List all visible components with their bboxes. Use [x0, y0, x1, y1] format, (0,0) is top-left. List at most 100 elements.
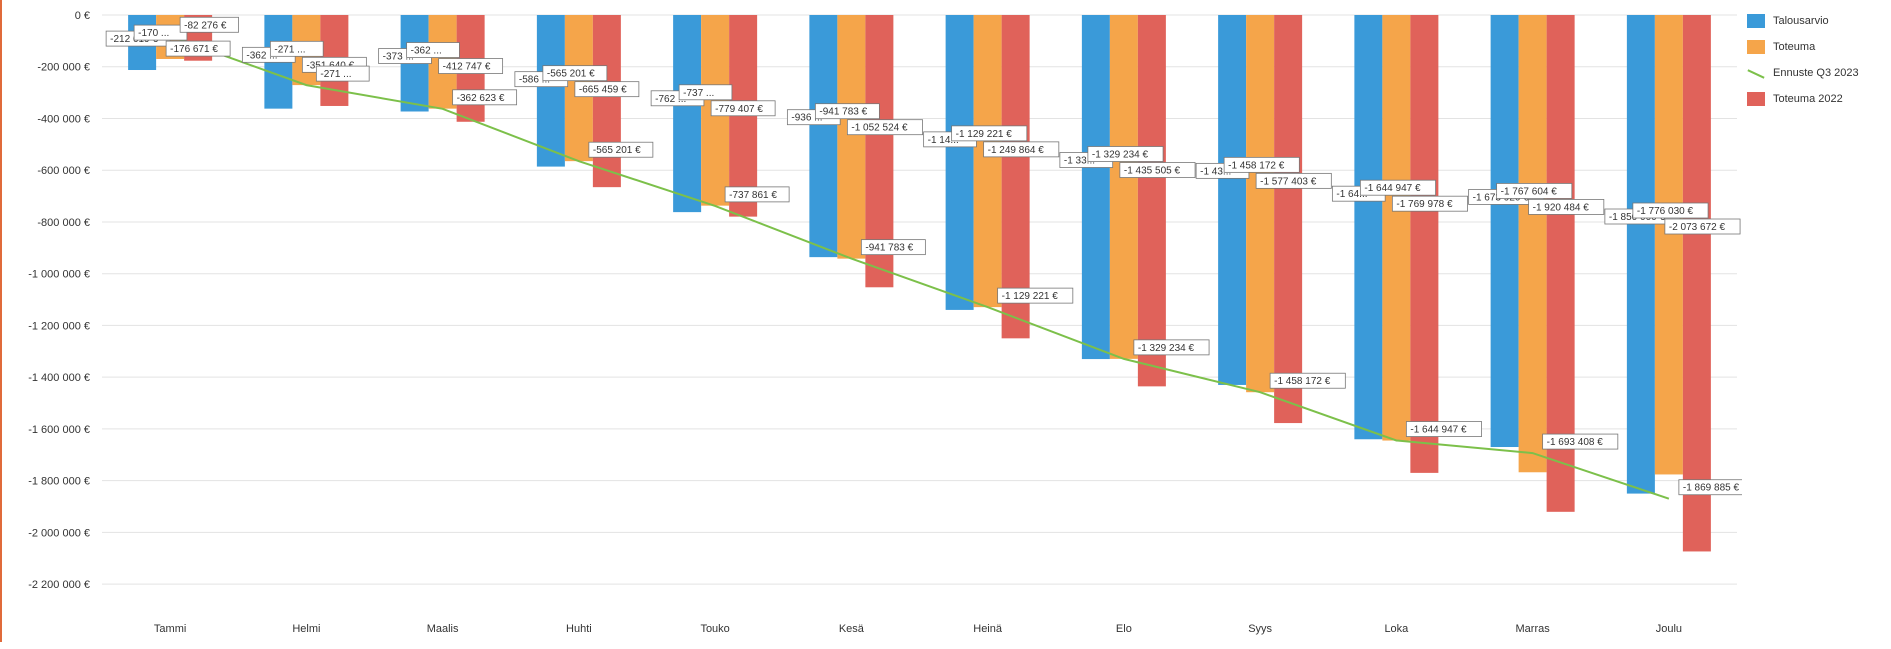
data-label-ennuste-box	[724, 186, 790, 203]
x-tick-label: Tammi	[154, 623, 186, 635]
data-label-ennuste: -565 201 €	[588, 141, 654, 158]
bar-toteuma-2022	[1274, 15, 1303, 424]
data-label-ennuste-text: -1 693 408 €	[1547, 437, 1604, 448]
data-label-toteuma-2022-box	[846, 119, 923, 136]
data-label-toteuma-text: -565 201 €	[547, 69, 595, 80]
data-label-toteuma-2022-box	[1119, 162, 1196, 178]
bar-toteuma	[1382, 15, 1411, 441]
bar-toteuma	[973, 15, 1002, 308]
legend-label-toteuma: Toteuma	[1773, 41, 1816, 53]
data-label-ennuste-text: -1 644 947 €	[1410, 425, 1467, 436]
x-tick-label: Elo	[1116, 623, 1132, 635]
data-label-ennuste: -941 783 €	[860, 239, 926, 256]
data-label-talousarvio-text: -936 ...	[791, 113, 822, 124]
bar-toteuma-2022	[1137, 15, 1166, 387]
data-label-ennuste-box	[179, 16, 239, 33]
data-label-toteuma: -737 ...	[678, 84, 733, 101]
y-tick-label: -1 200 000 €	[28, 320, 90, 332]
data-label-toteuma: -1 776 030 €	[1632, 202, 1709, 219]
legend-swatch-talousarvio	[1747, 14, 1765, 28]
data-label-toteuma-2022-text: -1 577 403 €	[1260, 176, 1317, 187]
data-label-toteuma-2022-box	[983, 141, 1060, 158]
data-label-toteuma-text: -1 767 604 €	[1501, 186, 1558, 197]
data-label-toteuma-2022: -1 577 403 €	[1255, 172, 1332, 189]
data-label-ennuste-text: -941 783 €	[865, 243, 913, 254]
legend-item-toteuma-2022: Toteuma 2022	[1747, 86, 1887, 112]
data-label-ennuste-box	[997, 287, 1074, 304]
data-label-talousarvio-text: -1 64...	[1336, 189, 1367, 200]
bar-talousarvio	[809, 15, 838, 258]
data-label-ennuste: -1 129 221 €	[997, 287, 1074, 304]
data-label-toteuma-2022-box	[438, 58, 504, 74]
data-label-ennuste-box	[315, 65, 370, 82]
data-label-ennuste: -1 644 947 €	[1405, 421, 1482, 437]
data-label-ennuste-text: -565 201 €	[593, 145, 641, 156]
data-label-toteuma-2022-text: -176 671 €	[170, 44, 218, 55]
gridlines	[102, 14, 1737, 585]
bar-talousarvio	[1081, 15, 1110, 360]
data-label-talousarvio-text: -586 ...	[519, 75, 550, 86]
data-label-toteuma-2022-text: -412 747 €	[443, 62, 491, 73]
data-label-toteuma: -565 201 €	[542, 65, 608, 82]
data-label-toteuma-text: -941 783 €	[819, 107, 867, 118]
bar-chart: 0 € -200 000 € -400 000 € -600 000 € -800 00…	[28, 10, 1755, 635]
data-label-toteuma: -1 329 234 €	[1087, 146, 1164, 162]
data-label-ennuste-box	[1542, 433, 1619, 450]
data-label-toteuma-2022-text: -1 769 978 €	[1396, 199, 1453, 210]
data-label-toteuma-2022-box	[1528, 199, 1605, 215]
data-label-ennuste-text: -737 861 €	[729, 190, 777, 201]
data-label-toteuma-text: -1 129 221 €	[956, 129, 1013, 140]
data-label-ennuste: -362 623 €	[452, 89, 518, 106]
x-tick-label: Joulu	[1656, 623, 1682, 635]
data-label-talousarvio-text: -362 ...	[246, 50, 277, 61]
data-label-toteuma: -1 644 947 €	[1359, 179, 1436, 196]
data-label-toteuma-box	[269, 40, 324, 57]
legend-label-toteuma-2022: Toteuma 2022	[1773, 93, 1843, 105]
bar-talousarvio	[1218, 15, 1247, 385]
legend-label-talousarvio: Talousarvio	[1773, 15, 1829, 27]
data-label-ennuste: -1 869 885 €	[1678, 479, 1755, 496]
y-tick-label: -400 000 €	[37, 113, 90, 125]
bar-toteuma	[1654, 15, 1683, 475]
x-tick-label: Marras	[1516, 623, 1551, 635]
y-tick-label: -2 200 000 €	[28, 579, 90, 591]
data-label-talousarvio-text: -1 33...	[1064, 156, 1095, 167]
bar-talousarvio	[1490, 15, 1519, 448]
data-label-ennuste-box	[588, 141, 654, 158]
data-label-ennuste: -1 693 408 €	[1542, 433, 1619, 450]
data-label-ennuste: -82 276 €	[179, 16, 239, 33]
data-label-toteuma: -941 783 €	[814, 103, 880, 120]
y-axis: 0 € -200 000 € -400 000 € -600 000 € -800 00…	[28, 10, 90, 591]
y-tick-label: -1 800 000 €	[28, 476, 90, 488]
data-label-toteuma-2022: -1 435 505 €	[1119, 162, 1196, 178]
data-label-talousarvio-text: -1 43...	[1200, 166, 1231, 177]
data-label-toteuma-2022-text: -779 407 €	[715, 104, 763, 115]
data-label-toteuma-2022: -1 769 978 €	[1391, 195, 1468, 212]
bar-toteuma-2022	[1001, 15, 1030, 339]
data-label-toteuma-box	[1496, 183, 1573, 199]
legend: Talousarvio Toteuma Ennuste Q3 2023 Tote…	[1747, 8, 1887, 112]
data-label-toteuma-box	[1223, 156, 1300, 173]
data-label-toteuma-2022: -2 073 672 €	[1664, 218, 1741, 235]
data-label-toteuma-text: -362 ...	[411, 46, 442, 57]
bar-toteuma	[837, 15, 866, 259]
data-label-toteuma-2022-box	[574, 81, 640, 98]
data-label-toteuma-box	[678, 84, 733, 101]
bar-toteuma	[1518, 15, 1547, 473]
bar-talousarvio	[1354, 15, 1383, 440]
data-label-ennuste-box	[860, 239, 926, 256]
data-label-toteuma-2022-text: -1 052 524 €	[851, 123, 908, 134]
y-tick-label: -2 000 000 €	[28, 527, 90, 539]
data-label-ennuste-text: -1 129 221 €	[1002, 291, 1059, 302]
data-label-toteuma-box	[542, 65, 608, 82]
y-tick-label: 0 €	[75, 10, 90, 22]
bar-toteuma-2022	[592, 15, 621, 188]
data-label-toteuma-2022: -176 671 €	[165, 40, 231, 57]
legend-swatch-toteuma-2022	[1747, 92, 1765, 106]
data-label-toteuma-2022-text: -1 920 484 €	[1533, 202, 1590, 213]
data-label-toteuma-2022-text: -2 073 672 €	[1669, 222, 1726, 233]
data-label-toteuma-2022: -779 407 €	[710, 100, 776, 117]
x-tick-label: Loka	[1384, 623, 1409, 635]
legend-item-ennuste: Ennuste Q3 2023	[1747, 60, 1887, 86]
data-label-toteuma-text: -1 458 172 €	[1228, 160, 1285, 171]
